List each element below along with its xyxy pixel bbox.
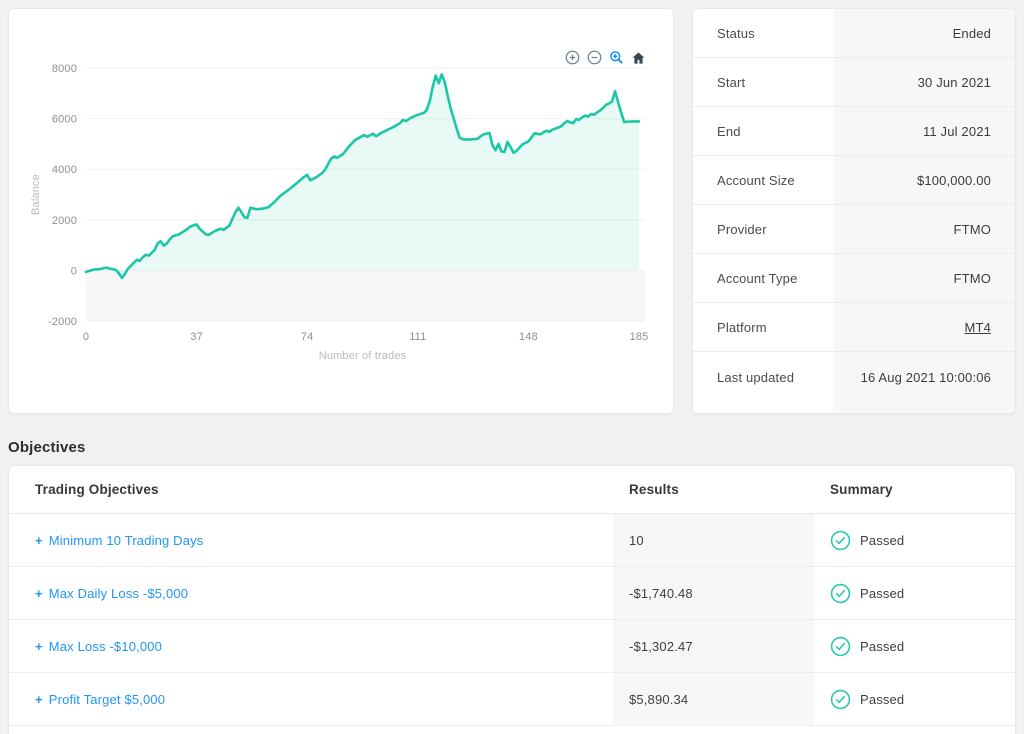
- detail-row-provider: Provider FTMO: [693, 205, 1015, 254]
- detail-row-account-type: Account Type FTMO: [693, 254, 1015, 303]
- svg-text:0: 0: [71, 265, 77, 277]
- objective-label: Minimum 10 Trading Days: [48, 532, 204, 548]
- summary-status: Passed: [830, 636, 904, 657]
- detail-label: End: [693, 107, 833, 155]
- objective-result: -$1,302.47: [613, 620, 814, 672]
- chart-toolbar: [565, 50, 646, 65]
- platform-link[interactable]: MT4: [964, 319, 991, 335]
- objectives-table-header: Trading Objectives Results Summary: [9, 466, 1015, 514]
- check-circle-icon: [830, 583, 851, 603]
- detail-label: Account Type: [693, 254, 833, 302]
- svg-text:6000: 6000: [52, 114, 77, 126]
- provider-value: FTMO: [833, 205, 1015, 253]
- svg-text:8000: 8000: [52, 63, 77, 75]
- objective-row-min-trading-days: + Minimum 10 Trading Days 10 Passed: [9, 514, 1015, 567]
- objective-label: Max Loss -$10,000: [48, 638, 163, 654]
- expand-plus-icon: +: [35, 585, 43, 601]
- objective-row-max-loss: + Max Loss -$10,000 -$1,302.47 Passed: [9, 620, 1015, 673]
- next-row-partial: [9, 726, 1015, 734]
- expand-plus-icon: +: [35, 532, 43, 548]
- objective-label: Max Daily Loss -$5,000: [48, 585, 189, 601]
- objective-link[interactable]: + Minimum 10 Trading Days: [35, 533, 203, 548]
- column-header-trading-objectives: Trading Objectives: [35, 482, 159, 497]
- balance-chart-card: -2000 0 2000 4000 6000 8000 0 37 74 111 148 185 Bala…: [8, 8, 674, 414]
- selection-zoom-icon[interactable]: [609, 50, 624, 65]
- check-circle-icon: [830, 636, 851, 656]
- summary-label: Passed: [860, 691, 905, 707]
- summary-label: Passed: [860, 532, 905, 548]
- objective-link[interactable]: + Profit Target $5,000: [35, 692, 165, 707]
- summary-label: Passed: [860, 585, 905, 601]
- svg-text:74: 74: [301, 331, 314, 343]
- detail-row-start: Start 30 Jun 2021: [693, 58, 1015, 107]
- svg-text:185: 185: [630, 331, 649, 343]
- detail-label: Status: [693, 9, 833, 57]
- objectives-table: Trading Objectives Results Summary + Min…: [8, 465, 1016, 734]
- summary-status: Passed: [830, 689, 904, 710]
- balance-chart-canvas[interactable]: -2000 0 2000 4000 6000 8000 0 37 74 111 148 185 Bala…: [9, 59, 675, 389]
- detail-label: Last updated: [693, 352, 833, 413]
- last-updated-value: 16 Aug 2021 10:00:06: [833, 352, 1015, 413]
- detail-row-last-updated: Last updated 16 Aug 2021 10:00:06: [693, 352, 1015, 413]
- objectives-heading: Objectives: [8, 439, 86, 456]
- zoom-out-icon[interactable]: [587, 50, 602, 65]
- status-value: Ended: [833, 9, 1015, 57]
- account-details-card: Status Ended Start 30 Jun 2021 End 11 Ju…: [692, 8, 1016, 414]
- column-header-results: Results: [613, 482, 814, 497]
- svg-text:-2000: -2000: [48, 316, 77, 328]
- expand-plus-icon: +: [35, 691, 43, 707]
- account-size-value: $100,000.00: [833, 156, 1015, 204]
- svg-text:Number of trades: Number of trades: [319, 350, 407, 362]
- column-header-summary: Summary: [830, 482, 893, 497]
- objective-link[interactable]: + Max Daily Loss -$5,000: [35, 586, 188, 601]
- svg-text:148: 148: [519, 331, 538, 343]
- account-type-value: FTMO: [833, 254, 1015, 302]
- summary-label: Passed: [860, 638, 905, 654]
- start-date-value: 30 Jun 2021: [833, 58, 1015, 106]
- svg-text:4000: 4000: [52, 164, 77, 176]
- objective-result: -$1,740.48: [613, 567, 814, 619]
- summary-status: Passed: [830, 583, 904, 604]
- objective-link[interactable]: + Max Loss -$10,000: [35, 639, 162, 654]
- objective-result: $5,890.34: [613, 673, 814, 725]
- objective-result: 10: [613, 514, 814, 566]
- detail-row-end: End 11 Jul 2021: [693, 107, 1015, 156]
- objective-row-max-daily-loss: + Max Daily Loss -$5,000 -$1,740.48 Pass…: [9, 567, 1015, 620]
- home-reset-icon[interactable]: [631, 50, 646, 65]
- svg-text:111: 111: [409, 331, 426, 343]
- detail-label: Start: [693, 58, 833, 106]
- detail-label: Account Size: [693, 156, 833, 204]
- detail-row-platform: Platform MT4: [693, 303, 1015, 352]
- summary-status: Passed: [830, 530, 904, 551]
- detail-label: Provider: [693, 205, 833, 253]
- detail-row-status: Status Ended: [693, 9, 1015, 58]
- check-circle-icon: [830, 689, 851, 709]
- svg-text:0: 0: [83, 331, 89, 343]
- detail-label: Platform: [693, 303, 833, 351]
- objective-label: Profit Target $5,000: [48, 691, 166, 707]
- objective-row-profit-target: + Profit Target $5,000 $5,890.34 Passed: [9, 673, 1015, 726]
- end-date-value: 11 Jul 2021: [833, 107, 1015, 155]
- svg-text:Balance: Balance: [30, 174, 42, 215]
- detail-row-account-size: Account Size $100,000.00: [693, 156, 1015, 205]
- svg-text:2000: 2000: [52, 215, 77, 227]
- platform-cell: MT4: [833, 303, 1015, 351]
- expand-plus-icon: +: [35, 638, 43, 654]
- svg-text:37: 37: [190, 331, 203, 343]
- check-circle-icon: [830, 530, 851, 550]
- zoom-in-icon[interactable]: [565, 50, 580, 65]
